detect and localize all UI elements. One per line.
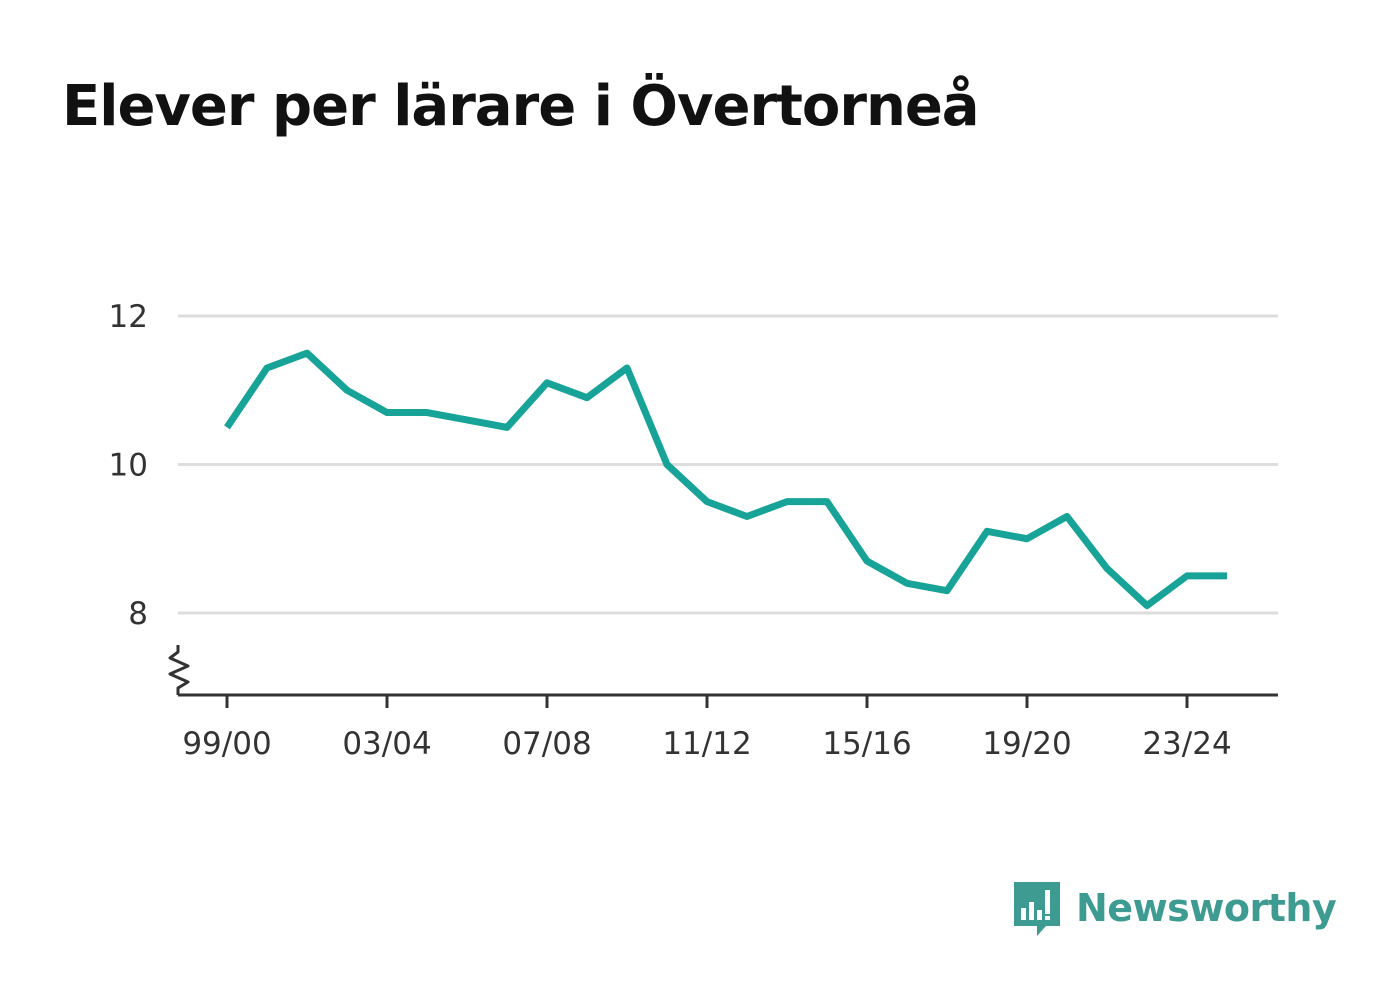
- brand-name: Newsworthy: [1076, 886, 1337, 930]
- newsworthy-logo-icon: [1014, 882, 1060, 936]
- gridlines: [178, 314, 1278, 615]
- series-group: [224, 349, 1228, 610]
- y-axis-ticks: 8 10 12: [109, 299, 148, 632]
- x-tick-label: 99/00: [182, 726, 271, 762]
- x-tick-label: 11/12: [662, 726, 751, 762]
- chart-title: Elever per lärare i Övertorneå: [62, 74, 980, 139]
- series-line: [224, 349, 1227, 610]
- x-tick-label: 07/08: [502, 726, 591, 762]
- y-tick-label: 10: [109, 448, 148, 484]
- brand: Newsworthy: [1012, 878, 1337, 938]
- y-tick-label: 12: [109, 299, 148, 335]
- x-tick-label: 15/16: [822, 726, 911, 762]
- y-tick-label: 8: [128, 596, 148, 632]
- x-axis: 99/00 03/04 07/08 11/12 15/16 19/20 23/24: [168, 645, 1278, 762]
- x-tick-label: 03/04: [342, 726, 431, 762]
- axis-break-icon: [168, 645, 190, 695]
- x-tick-label: 19/20: [982, 726, 1071, 762]
- x-tick-label: 23/24: [1142, 726, 1231, 762]
